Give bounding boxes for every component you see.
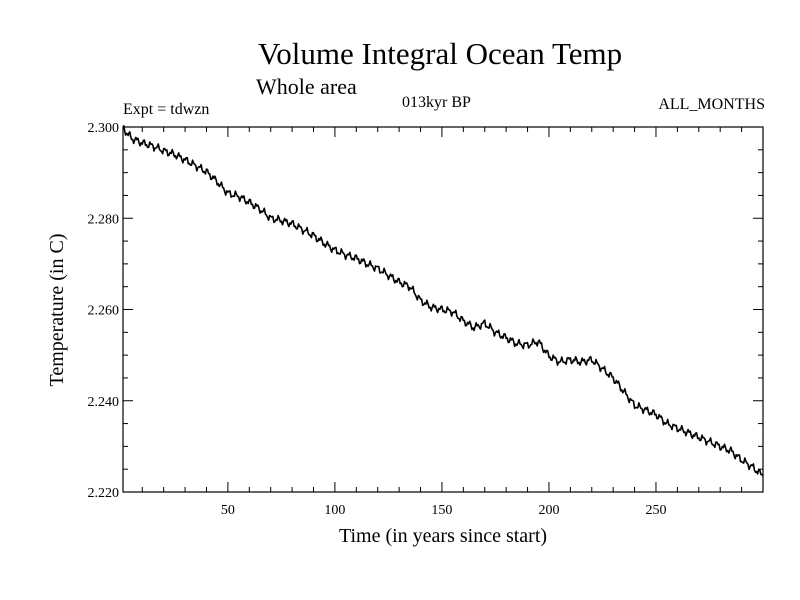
plot-frame [122, 126, 764, 493]
chart-subtitle: Whole area [256, 74, 357, 99]
y-tick-label: 2.260 [88, 304, 120, 319]
axis-ticks [123, 126, 763, 493]
chart-title: Volume Integral Ocean Temp [257, 36, 623, 71]
x-axis-label: Time (in years since start) [338, 525, 548, 547]
y-tick-label: 2.240 [88, 395, 120, 410]
months-label: ALL_MONTHS [658, 96, 765, 113]
y-tick-label: 2.220 [88, 486, 120, 501]
period-label: 013kyr BP [402, 94, 471, 111]
y-tick-label: 2.300 [88, 121, 120, 136]
x-tick-label: 50 [221, 503, 235, 518]
x-tick-label: 100 [324, 503, 345, 518]
x-tick-label: 250 [645, 503, 666, 518]
temperature-series-line [122, 125, 764, 477]
y-tick-label: 2.280 [88, 212, 120, 227]
experiment-label: Expt = tdwzn [123, 101, 210, 118]
x-tick-label: 200 [538, 503, 559, 518]
axis-tick-labels: 50 100 150 200 250 2.220 2.240 2.260 2.280 2.300 [88, 121, 667, 518]
y-axis-label: Temperature (in C) [46, 233, 68, 387]
x-tick-label: 150 [431, 503, 452, 518]
